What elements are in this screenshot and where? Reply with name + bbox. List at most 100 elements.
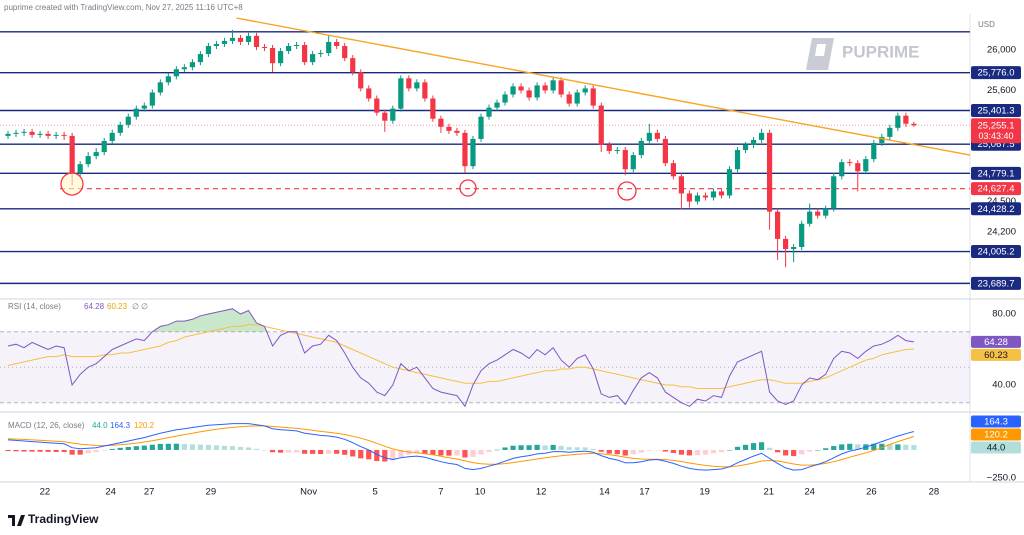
histogram-bar	[839, 444, 845, 450]
candle-body	[694, 195, 701, 202]
histogram-bar	[277, 449, 284, 453]
histogram-bar	[847, 443, 853, 450]
candle-body	[799, 223, 805, 247]
candle-body	[550, 80, 556, 91]
candle-body	[494, 102, 500, 108]
histogram-bar	[807, 449, 813, 452]
candle-body	[758, 132, 765, 140]
candle-body	[839, 162, 845, 177]
candle-body	[662, 138, 668, 164]
histogram-bar	[775, 449, 781, 453]
candle-body	[93, 152, 99, 157]
histogram-bar	[486, 449, 492, 452]
candle-body	[855, 163, 861, 172]
candle-body	[478, 116, 484, 139]
histogram-bar	[582, 447, 588, 450]
signal-last-label: 120.2	[984, 430, 1008, 441]
candle-body	[742, 144, 749, 151]
x-tick-label: 21	[763, 487, 774, 498]
candle-body	[470, 138, 476, 167]
x-tick-label: 17	[639, 487, 650, 498]
histogram-bar	[5, 449, 11, 452]
signal-last-label-box	[971, 428, 1021, 441]
histogram-bar	[302, 449, 308, 454]
level-label-box	[971, 166, 1021, 180]
candle-body	[847, 162, 853, 164]
candle-body	[310, 54, 316, 63]
highlight-circle	[617, 181, 637, 201]
histogram-bar	[606, 449, 612, 454]
candle-body	[686, 193, 693, 202]
histogram-bar	[261, 449, 268, 451]
signal-line	[7, 425, 915, 468]
histogram-bar	[742, 444, 749, 450]
level-label-box	[971, 245, 1021, 259]
candle-body	[702, 195, 709, 198]
histogram-bar	[398, 449, 404, 458]
histogram-bar	[318, 449, 324, 454]
rsi-ma-line	[7, 324, 914, 389]
currency: USD	[978, 20, 995, 29]
countdown: 03:43:40	[978, 131, 1013, 141]
rsi-tick-label: 40.00	[992, 379, 1016, 390]
candle-body	[197, 54, 204, 63]
histogram-bar	[61, 449, 67, 452]
histogram-bar	[366, 449, 372, 460]
histogram-bar	[678, 449, 685, 455]
histogram-bar	[390, 449, 396, 461]
histogram-bar	[566, 447, 572, 450]
histogram-bar	[149, 444, 155, 450]
histogram-bar	[510, 445, 516, 450]
histogram-bar	[855, 444, 861, 450]
histogram-bar	[470, 449, 476, 457]
histogram-bar	[181, 444, 187, 450]
level-label: 24,428.2	[978, 204, 1015, 215]
header: puprime created with TradingView.com, No…	[4, 3, 243, 12]
last-price-box	[971, 118, 1021, 144]
candle-body	[213, 43, 220, 46]
histogram-bar	[334, 449, 340, 454]
histogram-bar	[125, 446, 131, 450]
signal-legend-value: 120.2	[134, 421, 155, 430]
histogram-bar	[133, 446, 139, 450]
candle-body	[382, 112, 388, 121]
histogram-bar	[53, 449, 59, 452]
histogram-bar	[45, 449, 51, 452]
histogram-bar	[799, 449, 805, 455]
x-tick-label: 29	[206, 487, 217, 498]
macd-last-label: 164.3	[984, 417, 1008, 428]
histogram-bar	[157, 443, 163, 450]
level-label: 25,067.5	[978, 139, 1015, 150]
histogram-bar	[670, 449, 676, 453]
macd-tick-label: −250.0	[987, 472, 1016, 483]
macd-line	[7, 423, 915, 471]
candle-body	[37, 133, 43, 135]
candle-body	[181, 67, 187, 70]
candle-body	[221, 40, 228, 44]
histogram-bar	[550, 444, 556, 450]
histogram-bar	[718, 449, 725, 453]
level-label-box	[971, 66, 1021, 80]
histogram-bar	[109, 448, 115, 450]
candle-body	[438, 118, 444, 127]
candle-body	[502, 94, 508, 103]
histogram-bar	[662, 449, 668, 452]
histogram-bar	[342, 449, 348, 455]
candle-body	[326, 41, 332, 54]
candle-body	[678, 176, 685, 194]
rsi-ma-legend-value: 60.23	[107, 302, 128, 311]
histogram-bar	[285, 449, 292, 453]
histogram-bar	[542, 445, 548, 450]
level-label-box	[971, 276, 1021, 290]
candle-body	[117, 124, 123, 133]
candle-body	[718, 191, 725, 196]
histogram-bar	[518, 445, 524, 450]
footer: TradingView	[28, 512, 99, 526]
histogram-bar	[350, 449, 356, 457]
histogram-bar	[422, 449, 428, 454]
histogram-bar	[686, 449, 693, 456]
histogram-bar	[558, 445, 564, 450]
annotations	[60, 172, 637, 201]
macd-histogram-legend: 44.0	[92, 421, 108, 430]
